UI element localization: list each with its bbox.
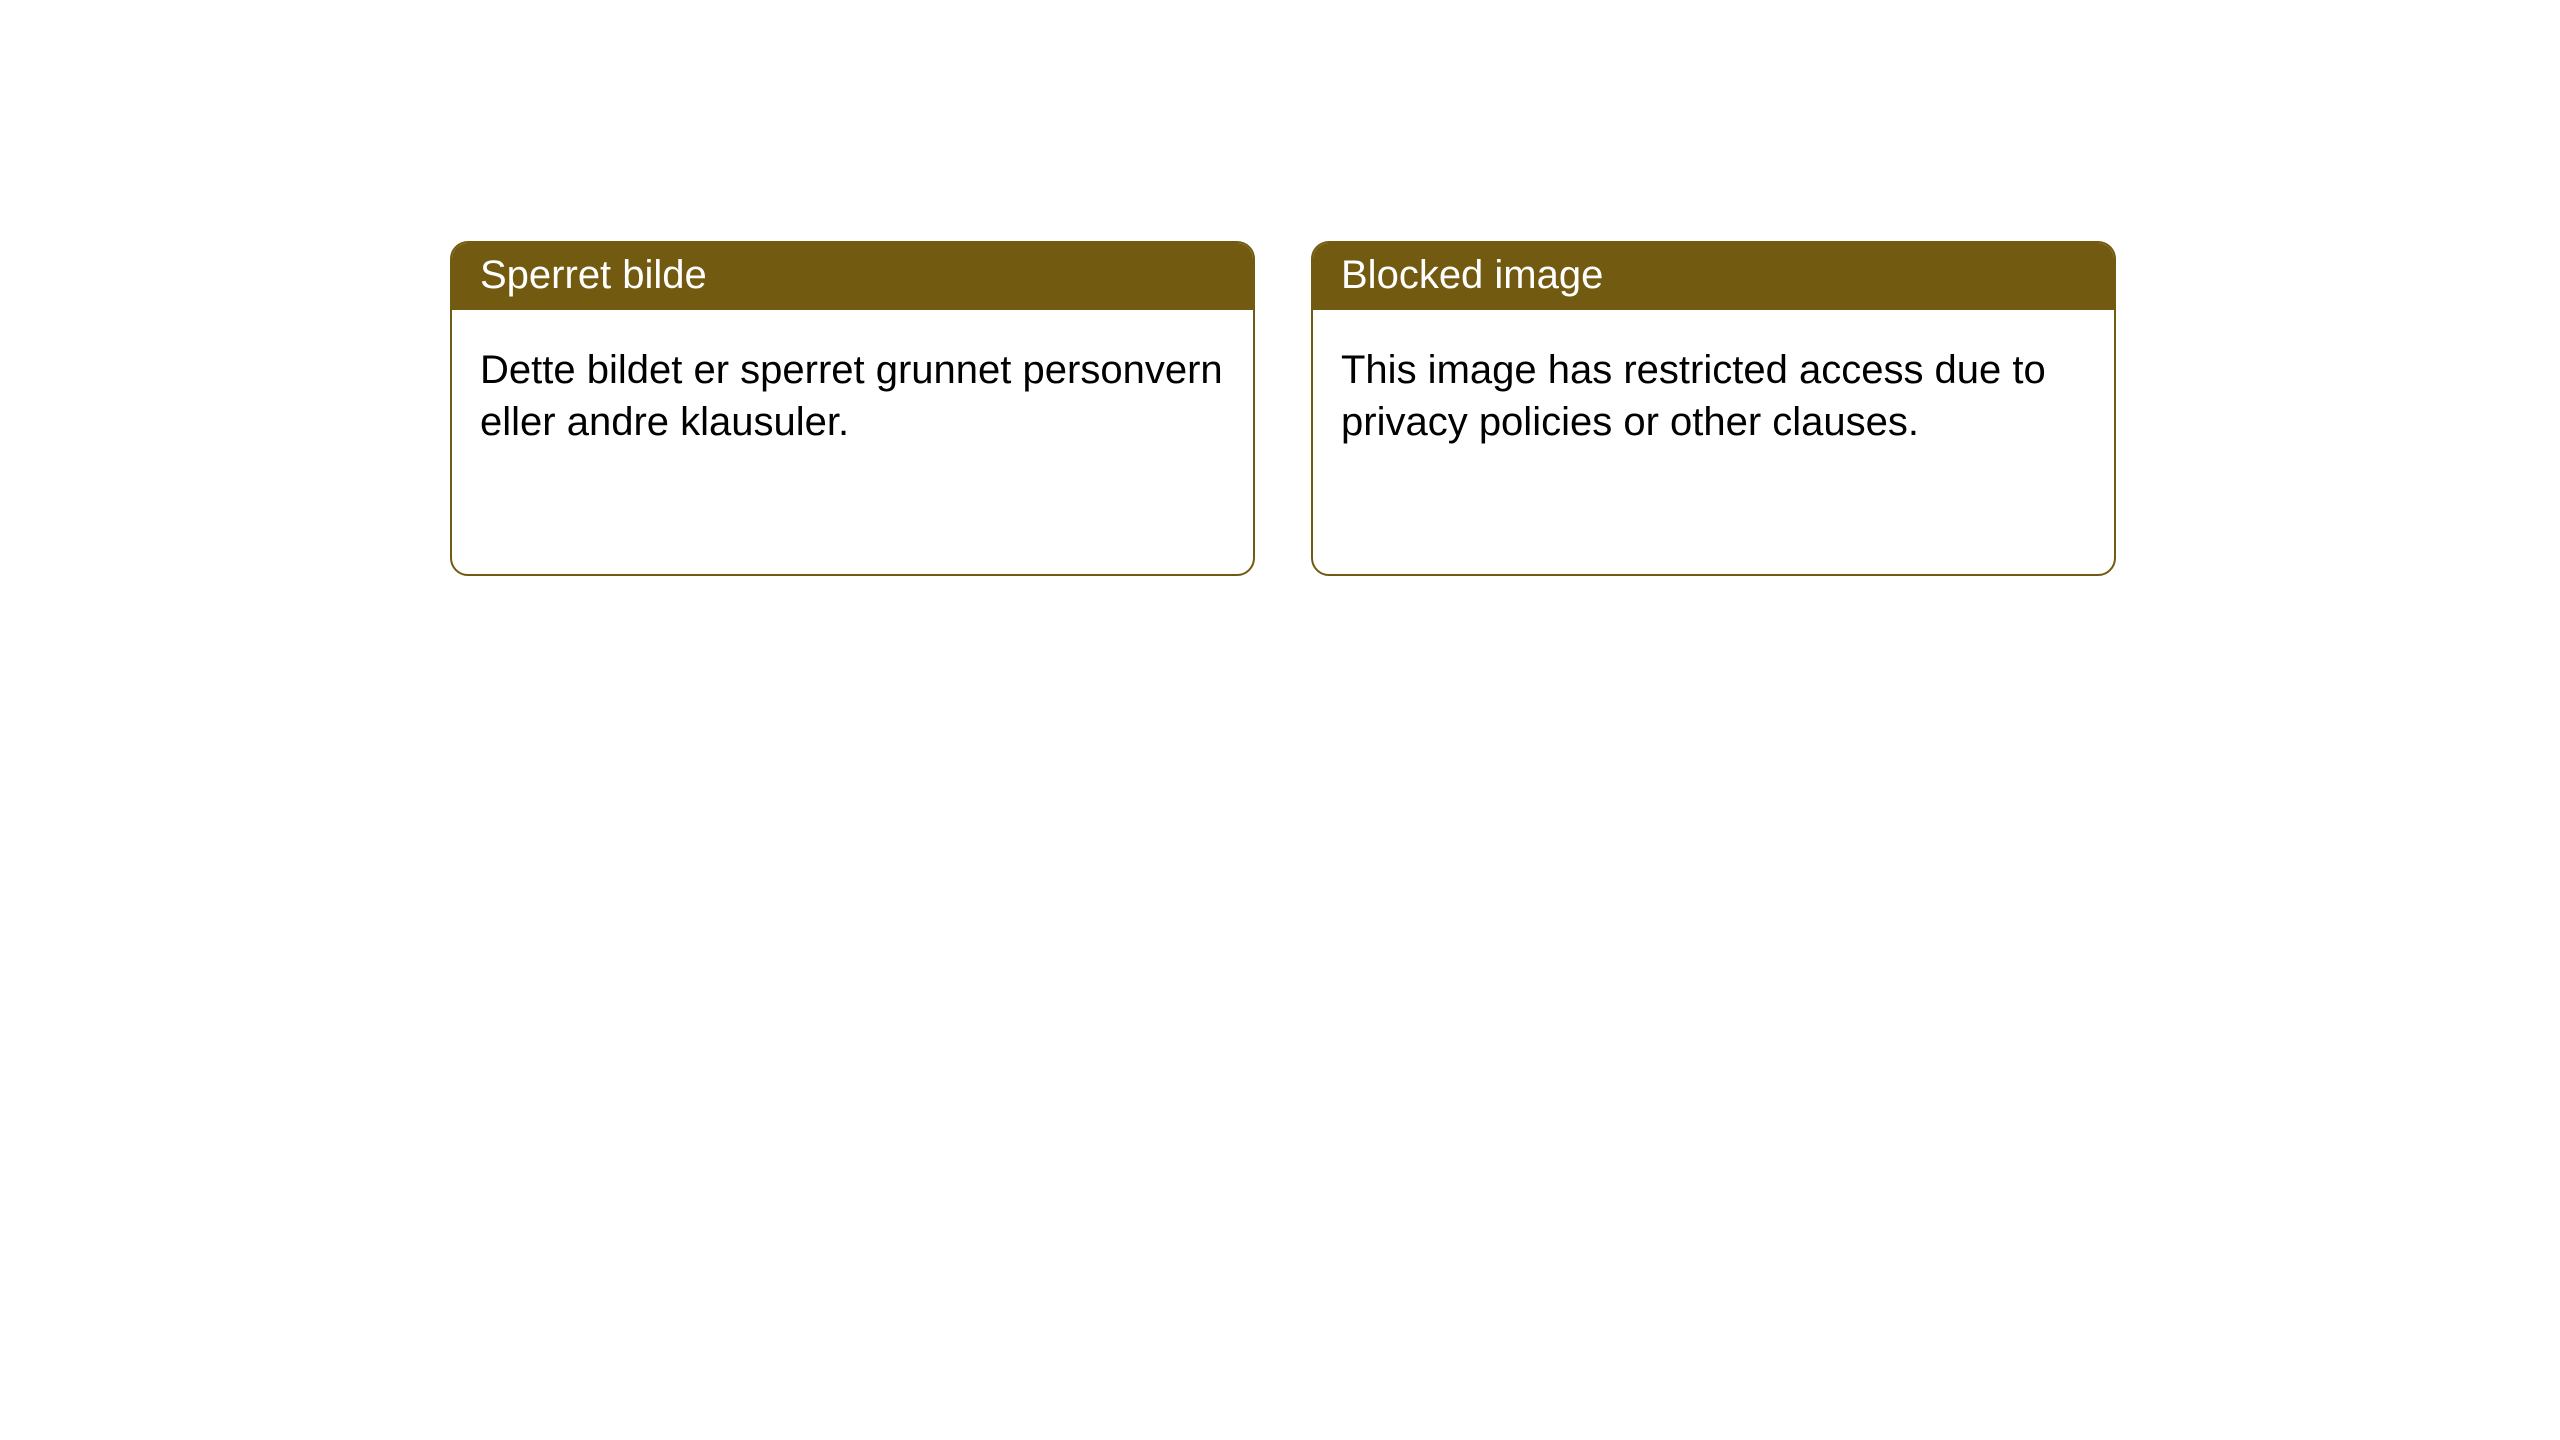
notice-card-english: Blocked image This image has restricted … bbox=[1311, 241, 2116, 576]
notice-body: Dette bildet er sperret grunnet personve… bbox=[452, 310, 1253, 482]
notice-header: Sperret bilde bbox=[452, 243, 1253, 310]
notice-card-norwegian: Sperret bilde Dette bildet er sperret gr… bbox=[450, 241, 1255, 576]
notice-container: Sperret bilde Dette bildet er sperret gr… bbox=[0, 0, 2560, 576]
notice-body: This image has restricted access due to … bbox=[1313, 310, 2114, 482]
notice-header: Blocked image bbox=[1313, 243, 2114, 310]
